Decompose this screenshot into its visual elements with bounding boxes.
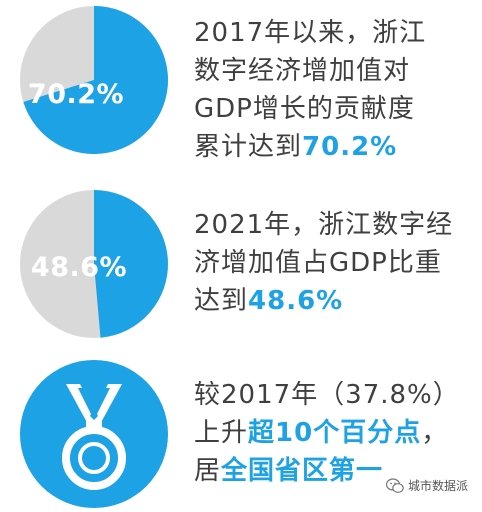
stat-line: 2021年，浙江数字经 xyxy=(194,210,454,240)
stat-line: 济增加值占GDP比重 xyxy=(194,248,442,278)
stat-text-1: 2017年以来，浙江 数字经济增加值对 GDP增长的贡献度 累计达到70.2% xyxy=(194,14,476,166)
stat-text: 累计达到 xyxy=(194,132,303,162)
stat-highlight: 70.2% xyxy=(302,132,398,162)
stat-text-3: 较2017年（37.8%） 上升超10个百分点， 居全国省区第一 xyxy=(194,376,476,490)
stat-text: 达到 xyxy=(194,286,249,316)
pie-percent-label: 70.2% xyxy=(27,79,125,110)
stat-highlight: 超10个百分点 xyxy=(248,418,422,448)
pie-slice xyxy=(94,190,168,338)
stat-text: 居 xyxy=(194,456,222,486)
stat-highlight: 全国省区第一 xyxy=(221,456,384,486)
stat-text: 上升 xyxy=(194,418,249,448)
pie-chart-48 xyxy=(20,190,168,338)
watermark-text: 城市数据派 xyxy=(407,479,468,493)
wechat-icon xyxy=(385,477,404,493)
stat-line: 数字经济增加值对 xyxy=(194,56,411,86)
pie-chart-70 xyxy=(20,6,169,154)
stat-line: 2017年以来，浙江 xyxy=(194,18,427,48)
watermark: 城市数据派 xyxy=(385,477,468,494)
stat-line: 较2017年（37.8%） xyxy=(194,380,460,410)
stat-line: 累计达到70.2% xyxy=(194,128,476,166)
pie-slice xyxy=(23,6,169,154)
stat-text-2: 2021年，浙江数字经 济增加值占GDP比重 达到48.6% xyxy=(194,206,476,320)
stat-line: GDP增长的贡献度 xyxy=(194,94,415,124)
stat-highlight: 48.6% xyxy=(248,286,344,316)
stat-line: 居全国省区第一 xyxy=(194,452,476,490)
pie-percent-label: 48.6% xyxy=(30,252,128,283)
stat-line: 上升超10个百分点， xyxy=(194,414,476,452)
stat-text: ， xyxy=(421,418,449,448)
stat-line: 达到48.6% xyxy=(194,282,476,320)
medal-icon xyxy=(20,360,168,508)
